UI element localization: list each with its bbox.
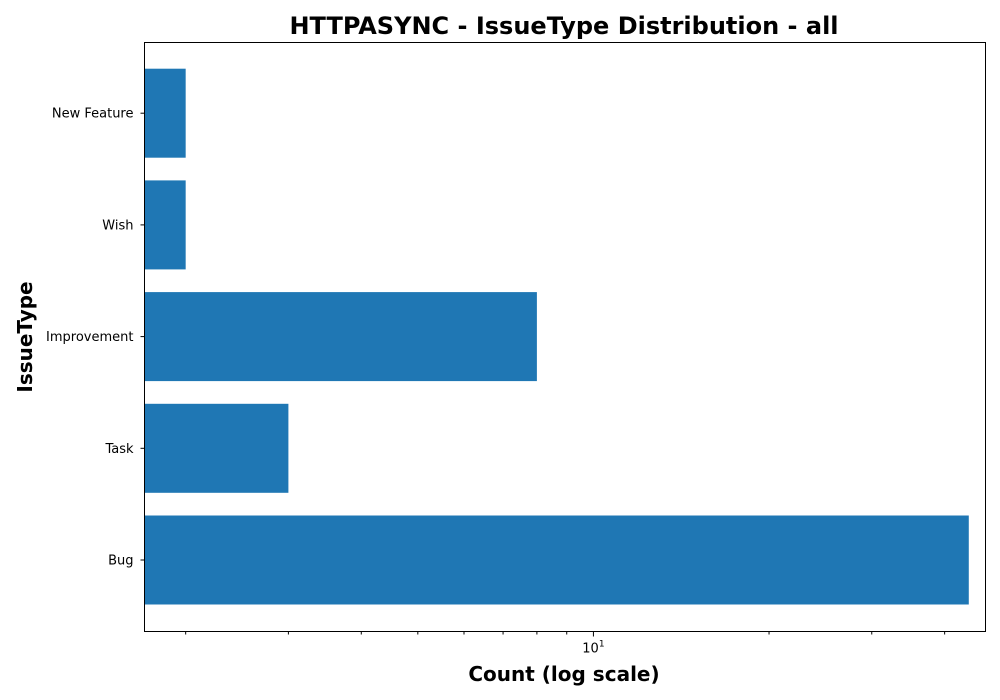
y-tick-label: Bug bbox=[108, 554, 133, 569]
chart-title: HTTPASYNC - IssueType Distribution - all bbox=[289, 12, 838, 40]
bar-task bbox=[144, 403, 289, 493]
bar-new-feature bbox=[144, 68, 186, 158]
y-tick-label: Wish bbox=[102, 218, 133, 233]
x-tick-label: 101 bbox=[582, 640, 604, 657]
y-axis: Bug Task Improvement Wish New Feature bbox=[46, 107, 145, 569]
y-axis-label: IssueType bbox=[13, 281, 37, 392]
plot-frame bbox=[144, 42, 986, 632]
x-axis: 101 bbox=[185, 631, 946, 657]
bar-bug bbox=[144, 515, 969, 605]
y-tick-label: Improvement bbox=[46, 330, 133, 345]
y-tick-label: New Feature bbox=[52, 107, 134, 122]
bars-group bbox=[144, 68, 969, 605]
bar-wish bbox=[144, 180, 186, 270]
bar-improvement bbox=[144, 292, 537, 382]
x-axis-label: Count (log scale) bbox=[468, 662, 659, 686]
y-tick-label: Task bbox=[104, 442, 134, 457]
